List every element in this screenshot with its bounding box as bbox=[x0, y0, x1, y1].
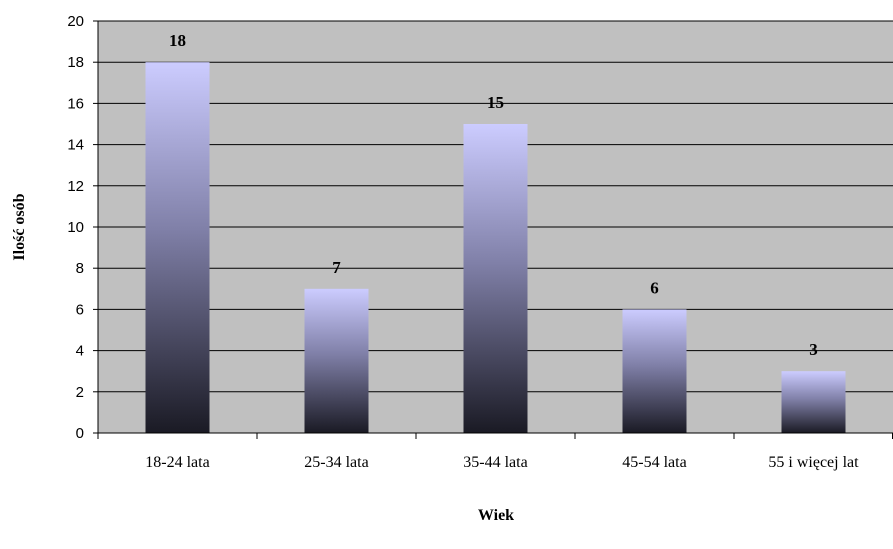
bar bbox=[463, 124, 528, 433]
y-tick-label: 20 bbox=[67, 13, 84, 30]
y-tick-label: 4 bbox=[76, 343, 84, 360]
data-label: 7 bbox=[332, 258, 341, 277]
y-tick-label: 16 bbox=[67, 95, 84, 112]
x-tick-label: 18-24 lata bbox=[145, 454, 209, 471]
x-tick-label: 55 i więcej lat bbox=[768, 454, 859, 471]
y-tick-label: 8 bbox=[76, 260, 84, 277]
bar bbox=[781, 371, 846, 433]
y-tick-label: 2 bbox=[76, 384, 84, 401]
data-label: 18 bbox=[169, 31, 186, 50]
y-tick-label: 6 bbox=[76, 301, 84, 318]
x-tick-label: 25-34 lata bbox=[304, 454, 368, 471]
data-label: 15 bbox=[487, 93, 504, 112]
bars bbox=[145, 62, 846, 433]
bar bbox=[622, 309, 687, 433]
y-tick-label: 10 bbox=[67, 219, 84, 236]
y-tick-label: 14 bbox=[67, 137, 84, 154]
data-label: 3 bbox=[809, 340, 818, 359]
x-tick-label: 45-54 lata bbox=[622, 454, 686, 471]
y-tick-label: 18 bbox=[67, 54, 84, 71]
x-axis-title: Wiek bbox=[478, 507, 514, 524]
x-tick-label: 35-44 lata bbox=[463, 454, 527, 471]
bar bbox=[304, 288, 369, 433]
y-tick-label: 12 bbox=[67, 178, 84, 195]
labels: 0 2 4 6 8 10 12 14 16 18 20 18 18-24 lata 7 25-34 lata… bbox=[67, 13, 859, 471]
bar bbox=[145, 62, 210, 433]
data-label: 6 bbox=[650, 278, 659, 297]
y-axis-title: Ilość osób bbox=[11, 193, 28, 260]
y-tick-label: 0 bbox=[76, 425, 84, 442]
